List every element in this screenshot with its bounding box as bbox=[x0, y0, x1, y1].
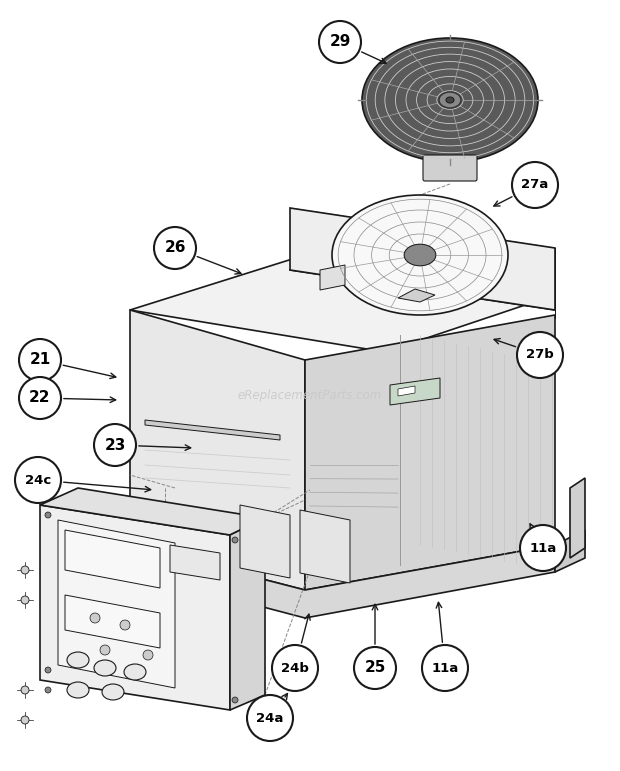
Polygon shape bbox=[40, 488, 265, 535]
Polygon shape bbox=[390, 378, 440, 405]
Circle shape bbox=[422, 645, 468, 691]
Polygon shape bbox=[130, 545, 555, 618]
Circle shape bbox=[517, 332, 563, 378]
Polygon shape bbox=[300, 510, 350, 583]
Polygon shape bbox=[230, 518, 265, 710]
Polygon shape bbox=[570, 478, 585, 558]
Polygon shape bbox=[130, 255, 555, 352]
Circle shape bbox=[21, 716, 29, 724]
Circle shape bbox=[94, 424, 136, 466]
Circle shape bbox=[100, 645, 110, 655]
Circle shape bbox=[15, 457, 61, 503]
Polygon shape bbox=[100, 545, 130, 585]
Ellipse shape bbox=[102, 684, 124, 700]
Text: 24b: 24b bbox=[281, 662, 309, 675]
Circle shape bbox=[272, 645, 318, 691]
Ellipse shape bbox=[94, 660, 116, 676]
Text: 29: 29 bbox=[329, 35, 351, 49]
Text: 26: 26 bbox=[164, 241, 186, 255]
Text: 21: 21 bbox=[29, 352, 51, 368]
Circle shape bbox=[319, 21, 361, 63]
Polygon shape bbox=[65, 530, 160, 588]
Text: 24c: 24c bbox=[25, 473, 51, 487]
Ellipse shape bbox=[362, 38, 538, 162]
Ellipse shape bbox=[124, 664, 146, 680]
Text: 11a: 11a bbox=[432, 662, 459, 675]
Ellipse shape bbox=[67, 682, 89, 698]
Circle shape bbox=[354, 647, 396, 689]
Polygon shape bbox=[398, 386, 415, 396]
Circle shape bbox=[45, 667, 51, 673]
Circle shape bbox=[19, 377, 61, 419]
Circle shape bbox=[45, 512, 51, 518]
Text: 27b: 27b bbox=[526, 348, 554, 362]
Polygon shape bbox=[290, 208, 555, 310]
Ellipse shape bbox=[446, 97, 454, 103]
Ellipse shape bbox=[332, 195, 508, 315]
Polygon shape bbox=[65, 595, 160, 648]
Text: 27a: 27a bbox=[521, 179, 549, 191]
Circle shape bbox=[19, 339, 61, 381]
Circle shape bbox=[21, 686, 29, 694]
Circle shape bbox=[45, 687, 51, 693]
Polygon shape bbox=[305, 315, 555, 590]
Circle shape bbox=[520, 525, 566, 571]
Polygon shape bbox=[100, 533, 130, 565]
Circle shape bbox=[90, 613, 100, 623]
Text: 23: 23 bbox=[104, 437, 126, 453]
Polygon shape bbox=[320, 265, 345, 290]
Polygon shape bbox=[555, 530, 585, 572]
Circle shape bbox=[143, 650, 153, 660]
Ellipse shape bbox=[404, 244, 436, 266]
Text: 11a: 11a bbox=[529, 541, 557, 554]
Circle shape bbox=[154, 227, 196, 269]
Circle shape bbox=[21, 596, 29, 604]
Text: eReplacementParts.com: eReplacementParts.com bbox=[238, 389, 382, 402]
Ellipse shape bbox=[439, 92, 461, 108]
Polygon shape bbox=[40, 505, 230, 710]
Polygon shape bbox=[130, 310, 305, 590]
Polygon shape bbox=[145, 420, 280, 440]
Ellipse shape bbox=[67, 652, 89, 668]
Polygon shape bbox=[170, 545, 220, 580]
Polygon shape bbox=[240, 505, 290, 578]
Circle shape bbox=[512, 162, 558, 208]
Polygon shape bbox=[398, 289, 435, 302]
Circle shape bbox=[247, 695, 293, 741]
Circle shape bbox=[120, 620, 130, 630]
Text: 25: 25 bbox=[365, 661, 386, 675]
Text: 24a: 24a bbox=[256, 712, 284, 725]
Text: 22: 22 bbox=[29, 390, 51, 406]
Circle shape bbox=[232, 697, 238, 703]
Polygon shape bbox=[58, 520, 175, 688]
Circle shape bbox=[21, 566, 29, 574]
Circle shape bbox=[232, 537, 238, 543]
FancyBboxPatch shape bbox=[423, 155, 477, 181]
